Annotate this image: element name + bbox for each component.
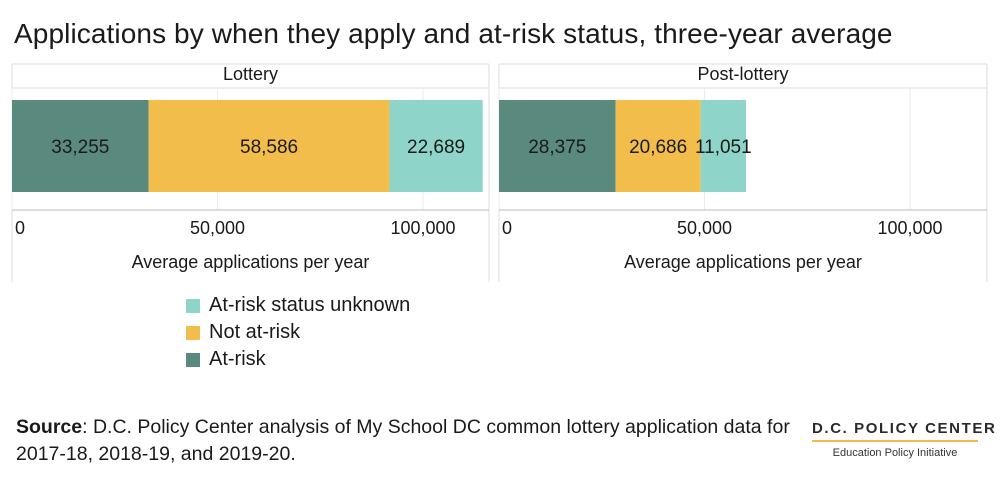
tick-label-post-lottery: 100,000 <box>877 218 942 238</box>
data-label-post-lottery-at-risk: 28,375 <box>528 137 586 158</box>
data-label-post-lottery-not-at-risk: 20,686 <box>629 137 687 158</box>
chart-title: Applications by when they apply and at-r… <box>14 18 893 49</box>
source-label: Source <box>16 416 83 438</box>
faceted-bar-chart: Lottery 33,255 58,586 22,689 0 50,000 100,000 A… <box>11 63 988 282</box>
legend-swatch-at-risk <box>186 352 200 367</box>
legend-label-at-risk: At-risk <box>209 348 266 370</box>
data-label-lottery-not-at-risk: 58,586 <box>240 137 298 158</box>
bar-lottery-not-at-risk <box>148 100 390 192</box>
bar-lottery-at-risk-status-unknown <box>389 100 483 192</box>
legend-label-not-at-risk: Not at-risk <box>209 321 301 343</box>
x-axis-title-lottery: Average applications per year <box>132 252 370 272</box>
bar-post-lottery-not-at-risk <box>615 100 701 192</box>
legend-item-unknown: At-risk status unknown <box>186 292 410 319</box>
brand-name: D.C. POLICY CENTER <box>812 420 995 442</box>
facet-label-post-lottery: Post-lottery <box>697 64 788 84</box>
data-label-post-lottery-at-risk-status-unknown: 11,051 <box>695 137 752 158</box>
tick-label-post-lottery: 0 <box>502 218 512 238</box>
bar-post-lottery-at-risk <box>499 100 616 192</box>
bar-lottery-at-risk <box>12 100 149 192</box>
data-label-lottery-at-risk: 33,255 <box>51 137 109 158</box>
source-note: Source: D.C. Policy Center analysis of M… <box>16 414 806 468</box>
legend: At-risk status unknown Not at-risk At-ri… <box>186 292 410 373</box>
legend-swatch-not-at-risk <box>186 325 200 340</box>
tick-label-post-lottery: 50,000 <box>677 218 732 238</box>
tick-label-lottery: 50,000 <box>190 218 245 238</box>
brand-logo: D.C. POLICY CENTER Education Policy Init… <box>812 420 995 459</box>
brand-subtitle: Education Policy Initiative <box>832 447 958 459</box>
data-label-lottery-at-risk-status-unknown: 22,689 <box>407 137 465 158</box>
legend-item-not-at-risk: Not at-risk <box>186 319 410 346</box>
x-axis-title-post-lottery: Average applications per year <box>624 252 862 272</box>
legend-swatch-unknown <box>186 298 200 313</box>
legend-item-at-risk: At-risk <box>186 346 410 373</box>
bar-post-lottery-at-risk-status-unknown <box>700 100 747 192</box>
tick-label-lottery: 100,000 <box>390 218 455 238</box>
legend-label-unknown: At-risk status unknown <box>209 294 411 316</box>
tick-label-lottery: 0 <box>15 218 25 238</box>
source-text: : D.C. Policy Center analysis of My Scho… <box>16 416 790 465</box>
facet-label-lottery: Lottery <box>223 64 278 84</box>
